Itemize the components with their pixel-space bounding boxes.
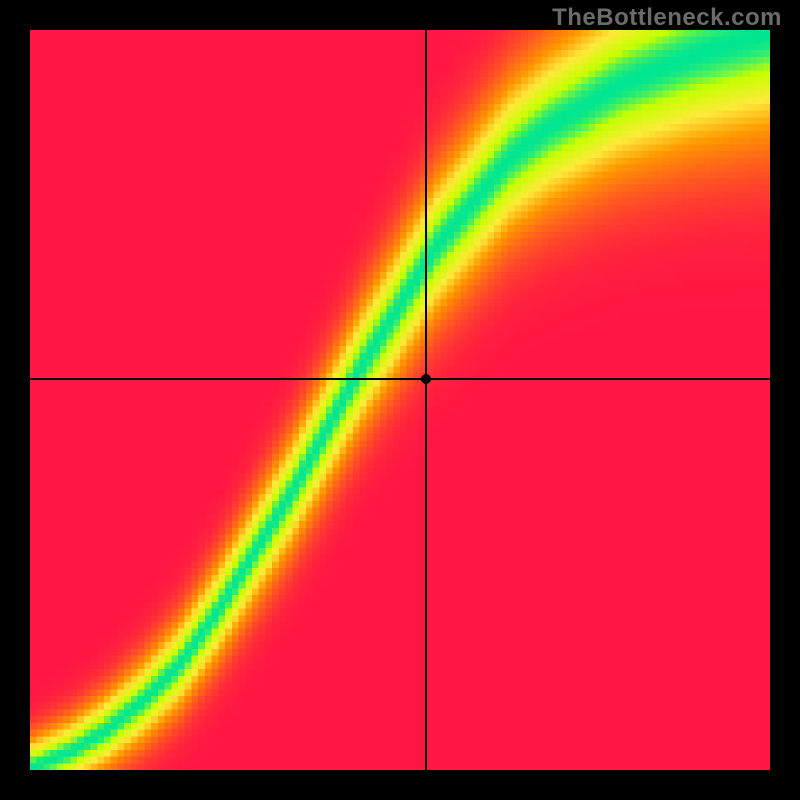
bottleneck-heatmap (30, 30, 770, 770)
crosshair-horizontal (30, 378, 770, 380)
figure-frame: TheBottleneck.com (0, 0, 800, 800)
plot-area (30, 30, 770, 770)
crosshair-marker-dot (421, 374, 431, 384)
watermark-text: TheBottleneck.com (552, 4, 782, 32)
crosshair-vertical (425, 30, 427, 770)
